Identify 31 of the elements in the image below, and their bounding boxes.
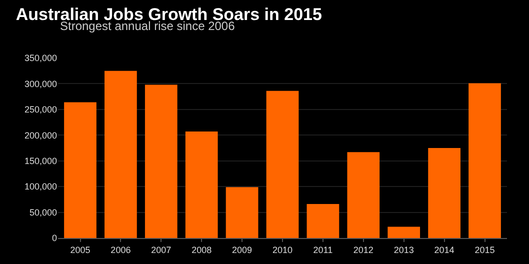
x-tick-label: 2009	[232, 244, 252, 255]
bar	[428, 148, 460, 238]
y-tick-label: 0	[52, 233, 57, 244]
x-tick-label: 2008	[192, 244, 212, 255]
x-tick-label: 2012	[353, 244, 374, 255]
bar	[468, 83, 501, 238]
y-tick-label: 50,000	[29, 207, 57, 218]
x-tick-label: 2013	[394, 244, 414, 255]
x-tick-label: 2010	[272, 244, 293, 255]
bar	[185, 132, 218, 238]
bar	[64, 102, 96, 238]
bar	[266, 90, 299, 238]
y-tick-label: 150,000	[24, 156, 57, 166]
x-tick-label: 2007	[151, 244, 172, 255]
x-tick-label: 2005	[70, 244, 90, 255]
bar	[306, 204, 340, 238]
y-tick-label: 350,000	[24, 53, 57, 64]
y-tick-label: 200,000	[24, 130, 57, 140]
x-tick-label: 2015	[474, 244, 495, 255]
x-tick-label: 2011	[313, 244, 333, 255]
bar	[144, 84, 178, 238]
bar	[226, 187, 258, 238]
y-tick-label: 100,000	[24, 182, 57, 192]
x-tick-label: 2006	[110, 244, 131, 255]
x-tick-label: 2014	[434, 244, 454, 255]
bar	[347, 152, 380, 238]
bar	[104, 70, 137, 238]
chart-subtitle: Strongest annual rise since 2006	[60, 19, 236, 33]
y-tick-label: 300,000	[24, 78, 57, 89]
y-tick-label: 250,000	[24, 104, 57, 115]
bar	[388, 226, 420, 238]
